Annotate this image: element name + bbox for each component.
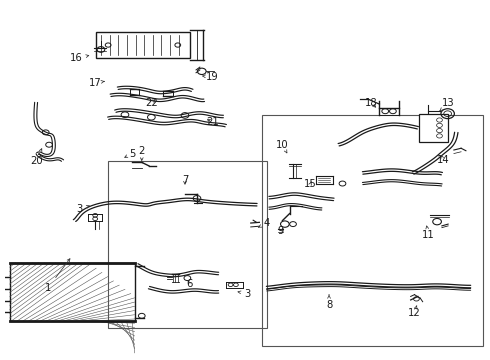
FancyBboxPatch shape — [419, 114, 448, 142]
Text: 10: 10 — [276, 140, 289, 153]
Bar — [10, 263, 135, 321]
Text: 2: 2 — [139, 146, 145, 161]
Text: 3: 3 — [76, 204, 89, 214]
Text: 7: 7 — [182, 175, 188, 185]
Bar — [108, 161, 267, 328]
Text: 12: 12 — [408, 306, 420, 318]
Text: 1: 1 — [45, 259, 70, 293]
Text: 18: 18 — [365, 98, 377, 108]
Text: 11: 11 — [422, 226, 435, 240]
Text: 20: 20 — [30, 149, 43, 166]
Text: 16: 16 — [70, 53, 89, 63]
Text: 13: 13 — [440, 98, 455, 111]
Text: 6: 6 — [187, 279, 193, 289]
Bar — [262, 115, 483, 346]
Text: 21: 21 — [206, 117, 219, 127]
Text: 17: 17 — [89, 78, 104, 88]
Text: 5: 5 — [125, 149, 135, 158]
Text: 9: 9 — [278, 226, 284, 236]
Text: 8: 8 — [326, 295, 332, 310]
Text: 14: 14 — [437, 154, 449, 165]
Bar — [96, 32, 190, 58]
Text: 19: 19 — [202, 72, 219, 82]
Text: 22: 22 — [145, 98, 158, 108]
Text: 3: 3 — [238, 289, 250, 298]
Text: 15: 15 — [304, 179, 317, 189]
Text: 4: 4 — [258, 218, 270, 228]
